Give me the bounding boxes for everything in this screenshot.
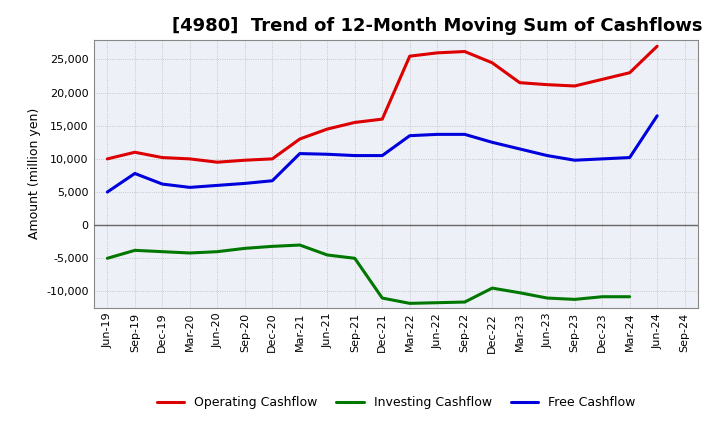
Legend: Operating Cashflow, Investing Cashflow, Free Cashflow: Operating Cashflow, Investing Cashflow, …: [152, 392, 640, 414]
Investing Cashflow: [213, 249, 222, 254]
Investing Cashflow: [158, 249, 166, 254]
Investing Cashflow: [130, 248, 139, 253]
Operating Cashflow: [158, 155, 166, 160]
Operating Cashflow: [268, 156, 276, 161]
Operating Cashflow: [570, 83, 579, 88]
Investing Cashflow: [268, 244, 276, 249]
Operating Cashflow: [598, 77, 606, 82]
Operating Cashflow: [378, 117, 387, 122]
Free Cashflow: [433, 132, 441, 137]
Free Cashflow: [186, 185, 194, 190]
Operating Cashflow: [323, 126, 332, 132]
Free Cashflow: [130, 171, 139, 176]
Investing Cashflow: [405, 301, 414, 306]
Operating Cashflow: [433, 50, 441, 55]
Investing Cashflow: [323, 253, 332, 258]
Investing Cashflow: [103, 256, 112, 261]
Investing Cashflow: [543, 295, 552, 301]
Operating Cashflow: [543, 82, 552, 87]
Free Cashflow: [488, 139, 497, 145]
Operating Cashflow: [488, 60, 497, 66]
Operating Cashflow: [516, 80, 524, 85]
Free Cashflow: [570, 158, 579, 163]
Free Cashflow: [378, 153, 387, 158]
Operating Cashflow: [130, 150, 139, 155]
Free Cashflow: [516, 147, 524, 152]
Operating Cashflow: [351, 120, 359, 125]
Operating Cashflow: [653, 44, 662, 49]
Investing Cashflow: [295, 242, 304, 248]
Free Cashflow: [626, 155, 634, 160]
Operating Cashflow: [240, 158, 249, 163]
Investing Cashflow: [351, 256, 359, 261]
Free Cashflow: [405, 133, 414, 138]
Investing Cashflow: [516, 290, 524, 295]
Free Cashflow: [295, 151, 304, 156]
Operating Cashflow: [213, 160, 222, 165]
Free Cashflow: [351, 153, 359, 158]
Free Cashflow: [213, 183, 222, 188]
Y-axis label: Amount (million yen): Amount (million yen): [27, 108, 41, 239]
Free Cashflow: [268, 178, 276, 183]
Investing Cashflow: [378, 295, 387, 301]
Free Cashflow: [158, 181, 166, 187]
Operating Cashflow: [103, 156, 112, 161]
Free Cashflow: [240, 181, 249, 186]
Operating Cashflow: [460, 49, 469, 54]
Line: Investing Cashflow: Investing Cashflow: [107, 245, 630, 303]
Investing Cashflow: [488, 286, 497, 291]
Operating Cashflow: [186, 156, 194, 161]
Investing Cashflow: [626, 294, 634, 299]
Line: Free Cashflow: Free Cashflow: [107, 116, 657, 192]
Investing Cashflow: [460, 299, 469, 304]
Investing Cashflow: [433, 300, 441, 305]
Text: [4980]  Trend of 12-Month Moving Sum of Cashflows: [4980] Trend of 12-Month Moving Sum of C…: [172, 17, 703, 35]
Investing Cashflow: [570, 297, 579, 302]
Investing Cashflow: [186, 250, 194, 256]
Free Cashflow: [653, 113, 662, 118]
Operating Cashflow: [626, 70, 634, 75]
Free Cashflow: [460, 132, 469, 137]
Free Cashflow: [543, 153, 552, 158]
Line: Operating Cashflow: Operating Cashflow: [107, 46, 657, 162]
Investing Cashflow: [598, 294, 606, 299]
Free Cashflow: [103, 189, 112, 194]
Free Cashflow: [598, 156, 606, 161]
Investing Cashflow: [240, 246, 249, 251]
Operating Cashflow: [405, 54, 414, 59]
Operating Cashflow: [295, 136, 304, 142]
Free Cashflow: [323, 152, 332, 157]
